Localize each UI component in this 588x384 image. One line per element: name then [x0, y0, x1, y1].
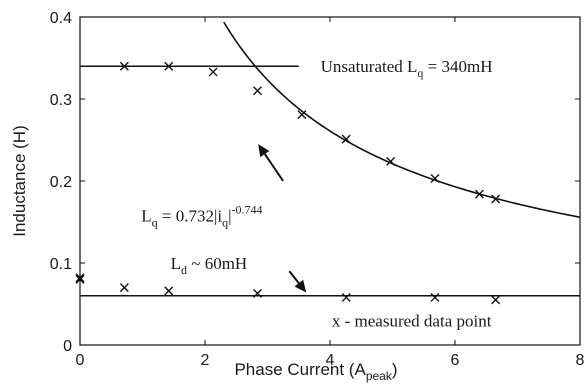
data-point-marker — [491, 295, 501, 305]
y-tick-label: 0.1 — [50, 256, 72, 273]
data-point-marker — [119, 61, 129, 71]
fit-curve — [223, 21, 581, 219]
data-point-marker — [208, 67, 218, 77]
annotation-fit-sup: -0.744 — [232, 202, 263, 216]
data-point-marker — [430, 174, 440, 184]
data-point-marker — [341, 292, 351, 302]
y-tick-label: 0.4 — [50, 10, 72, 27]
x-tick-label: 0 — [76, 352, 85, 369]
x-tick-label: 2 — [201, 352, 210, 369]
annotation-unsaturated-prefix: Unsaturated L — [321, 57, 418, 76]
data-point-marker — [474, 189, 484, 199]
data-markers — [75, 61, 501, 305]
annotation-ld-suffix: ~ 60mH — [187, 254, 247, 273]
x-tick-label: 8 — [576, 352, 585, 369]
y-tick-labels: 0 0.1 0.2 0.3 0.4 — [50, 10, 72, 355]
data-point-marker — [253, 288, 262, 298]
x-tick-label: 4 — [326, 352, 335, 369]
y-axis-label: Inductance (H) — [10, 125, 29, 237]
x-axis-label-close: ) — [392, 360, 398, 379]
data-point-marker — [491, 194, 501, 204]
data-point-marker — [119, 283, 129, 293]
data-point-marker — [164, 61, 174, 71]
x-axis-label: Phase Current (Apeak) — [234, 360, 397, 383]
annotation-fit-equation: Lq = 0.732|iq|-0.744 — [141, 202, 262, 229]
data-point-marker — [164, 286, 174, 296]
x-tick-label: 6 — [451, 352, 460, 369]
annotation-fit-sub: q — [152, 215, 158, 229]
data-point-marker — [75, 273, 85, 283]
x-axis-label-sub: peak — [366, 369, 393, 383]
y-tick-label: 0.3 — [50, 92, 72, 109]
annotation-arrow — [258, 144, 284, 182]
annotation-ld: Ld ~ 60mH — [171, 254, 248, 277]
data-point-marker — [341, 134, 351, 144]
data-point-marker — [253, 86, 262, 96]
annotation-fit-prefix: L — [141, 206, 151, 225]
annotation-fit-suffix: | — [228, 206, 231, 225]
annotation-ld-prefix: L — [171, 254, 181, 273]
annotation-fit-middle: = 0.732|i — [158, 206, 223, 225]
y-tick-label: 0.2 — [50, 174, 72, 191]
data-point-marker — [430, 292, 440, 302]
x-tick-labels: 0 2 4 6 8 — [76, 352, 585, 369]
annotation-ld-sub: d — [181, 263, 187, 277]
annotation-unsaturated-sub: q — [417, 66, 423, 80]
data-point-marker — [386, 156, 396, 166]
tick-marks — [79, 16, 581, 346]
annotation-arrow — [288, 270, 307, 293]
data-point-marker — [75, 274, 85, 284]
data-point-marker — [297, 110, 307, 120]
annotation-arrows — [258, 144, 307, 293]
x-axis-label-main: Phase Current (A — [234, 360, 366, 379]
annotation-unsaturated-suffix: = 340mH — [423, 57, 492, 76]
annotation-measured-data-point: x - measured data point — [332, 311, 492, 330]
annotation-unsaturated-lq: Unsaturated Lq = 340mH — [321, 57, 493, 80]
annotation-fit-sub2: q — [222, 215, 228, 229]
y-tick-label: 0 — [63, 338, 72, 355]
